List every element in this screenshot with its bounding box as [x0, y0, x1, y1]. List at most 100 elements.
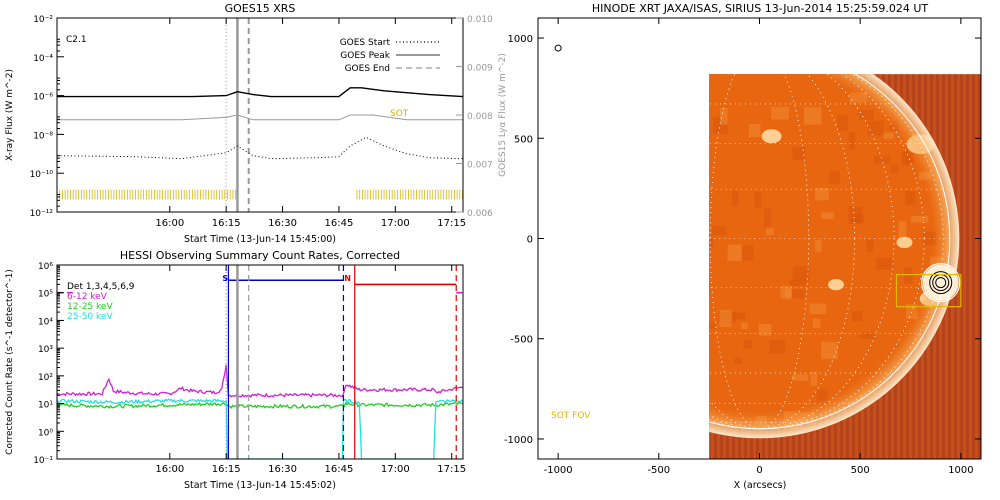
hessi-x-tick-label: 17:15 — [437, 464, 466, 475]
hessi-series-25-50-keV — [57, 398, 463, 459]
hessi-y-axis-label: Corrected Count Rate (s^-1 detector^-1) — [5, 269, 15, 455]
sot-fov-label: SOT FOV — [551, 411, 591, 421]
limb-brightening — [709, 74, 960, 439]
xrt-x-tick-label: -1000 — [544, 465, 573, 476]
goes-x-tick-label: 17:15 — [437, 218, 466, 229]
disk-texture-patch — [651, 365, 658, 372]
longitude-line — [709, 74, 925, 430]
hessi-legend-entry: 6-12 keV — [67, 292, 108, 302]
hessi-x-tick-label: 17:00 — [381, 464, 410, 475]
goes-y-tick-label: 10⁻⁴ — [33, 54, 53, 64]
goes-x-tick-label: 16:15 — [212, 218, 241, 229]
goes-title: GOES15 XRS — [225, 2, 296, 15]
goes-y-tick-label: 10⁻¹² — [30, 209, 54, 219]
disk-texture-patch — [620, 259, 632, 267]
goes-legend-label: GOES End — [345, 64, 390, 74]
disk-texture-patch — [629, 233, 638, 246]
disk-texture-patch — [645, 104, 652, 113]
goes-class-label: C2.1 — [66, 35, 87, 45]
hessi-series-6-12-keV — [57, 364, 463, 398]
goes-x-axis-label: Start Time (13-Jun-14 15:45:00) — [184, 234, 336, 245]
goes-xrs-panel: GOES15 XRS 16:00 16:15 16:30 16:45 17:00 17:1… — [5, 2, 508, 245]
xrt-y-tick-label: 0 — [527, 235, 533, 246]
goes-legend: GOES Start GOES Peak GOES End — [340, 38, 440, 74]
disk-texture-patch — [649, 106, 666, 112]
goes-y2-tick-label: 0.008 — [467, 112, 493, 122]
disk-texture-patch — [689, 310, 696, 320]
goes-x-tick-label: 17:00 — [381, 218, 410, 229]
disk-texture-patch — [671, 366, 685, 381]
hessi-x-tick-label: 16:15 — [212, 464, 241, 475]
goes-y-axis-label: X-ray Flux (W m^-2) — [5, 69, 15, 161]
hessi-title: HESSI Observing Summary Count Rates, Cor… — [120, 249, 400, 262]
goes-y2-axis-label: GOES15 Lyα Flux (W m^-2) — [498, 53, 508, 177]
goes-series-short — [57, 136, 463, 160]
hessi-legend-entry: 12-25 keV — [67, 302, 113, 312]
longitude-line — [709, 74, 856, 430]
disk-texture-patch — [689, 287, 706, 301]
hessi-y-tick-label: 10⁴ — [38, 317, 53, 327]
disk-texture-patch — [676, 93, 694, 108]
longitude-line — [709, 74, 895, 430]
hessi-plot-frame — [56, 264, 464, 460]
disk-texture-patch — [709, 93, 710, 108]
hessi-y-tick-label: 10⁰ — [38, 428, 53, 438]
hessi-y-tick-label: 10³ — [38, 345, 53, 355]
small-circle-marker — [554, 44, 562, 52]
goes-y-tick-label: 10⁻² — [33, 15, 53, 25]
hessi-y-tick-label: 10⁶ — [38, 262, 53, 272]
fov-circle — [921, 263, 961, 303]
sot-fov-box — [895, 273, 962, 308]
hessi-y-tick-label: 10¹ — [38, 401, 53, 411]
disk-texture-patch — [626, 239, 633, 247]
disk-texture-patch — [709, 340, 711, 348]
disk-texture-patch — [634, 179, 642, 194]
goes-y2-tick-label: 0.006 — [467, 209, 493, 219]
xrt-image-panel: HINODE XRT JAXA/ISAS, SIRIUS 13-Jun-2014… — [504, 2, 982, 491]
hessi-marker: S — [222, 274, 228, 283]
goes-series-long — [57, 87, 463, 98]
goes-y2-tick-label: 0.009 — [467, 64, 493, 74]
goes-series-lya — [57, 114, 463, 121]
hessi-legend-entry: Det 1,3,4,5,6,9 — [67, 282, 135, 292]
xrt-y-tick-label: -1000 — [504, 435, 533, 446]
hessi-marker: N — [344, 274, 351, 283]
hessi-series-12-25-keV — [57, 401, 463, 410]
hessi-x-tick-label: 16:30 — [268, 464, 297, 475]
goes-legend-label: GOES Start — [340, 38, 391, 48]
disk-texture-patch — [651, 363, 663, 374]
xrt-y-tick-label: 1000 — [508, 34, 533, 45]
goes-y2-tick-label: 0.010 — [467, 15, 493, 25]
goes-y-tick-label: 10⁻⁸ — [33, 131, 53, 141]
goes-y-tick-label: 10⁻¹⁰ — [30, 170, 54, 180]
goes-y-tick-label: 10⁻⁶ — [33, 93, 53, 103]
sot-label: SOT — [390, 109, 409, 119]
flare-contour — [929, 271, 953, 295]
hessi-y-tick-label: 10⁻¹ — [33, 456, 53, 466]
disk-texture-patch — [641, 117, 650, 133]
hessi-x-tick-label: 16:45 — [325, 464, 354, 475]
hessi-x-tick-label: 16:00 — [155, 464, 184, 475]
xrt-x-tick-label: 0 — [756, 465, 762, 476]
hessi-x-axis-label: Start Time (13-Jun-14 15:45:02) — [184, 480, 336, 491]
disk-texture-patch — [684, 255, 695, 273]
disk-texture-patch — [631, 173, 645, 187]
flare-contour — [935, 277, 947, 289]
disk-texture-patch — [636, 318, 644, 335]
xrt-x-tick-label: -500 — [647, 465, 670, 476]
xrt-title: HINODE XRT JAXA/ISAS, SIRIUS 13-Jun-2014… — [592, 2, 929, 15]
xrt-x-tick-label: 500 — [851, 465, 870, 476]
disk-texture-patch — [685, 307, 691, 318]
hessi-y-tick-label: 10² — [38, 373, 53, 383]
goes-x-tick-label: 16:45 — [325, 218, 354, 229]
goes-y2-tick-label: 0.007 — [467, 161, 493, 171]
goes-x-tick-label: 16:00 — [155, 218, 184, 229]
longitude-line — [709, 74, 944, 430]
goes-x-tick-label: 16:30 — [268, 218, 297, 229]
flare-brightening — [922, 264, 959, 301]
disk-texture-patch — [676, 283, 682, 296]
hessi-y-tick-label: 10⁵ — [38, 290, 53, 300]
xrt-y-tick-label: -500 — [510, 335, 533, 346]
hessi-panel: HESSI Observing Summary Count Rates, Cor… — [5, 249, 466, 491]
